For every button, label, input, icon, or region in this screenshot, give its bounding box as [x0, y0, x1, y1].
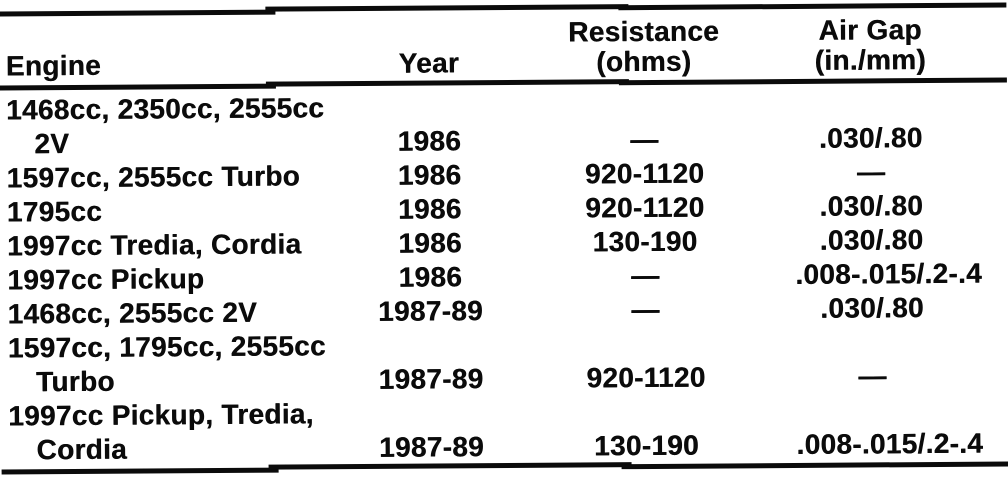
airgap-cell: .008-.015/.2-.4 [796, 427, 984, 460]
airgap-cell: — [858, 360, 887, 392]
table-header-row: Engine Year Resistance (ohms) Air Gap (i… [0, 4, 1007, 81]
table-row: 1468cc, 2350cc, 2555cc 2V 1986 — .030/.8… [0, 86, 1007, 161]
year-cell: 1987-89 [378, 431, 484, 463]
year-cell: 1986 [398, 261, 463, 293]
column-header-resistance-label: Resistance [568, 15, 720, 48]
resistance-cell: — [631, 293, 660, 326]
year-cell: 1987-89 [377, 295, 484, 327]
engine-line2: 2V [34, 128, 70, 160]
resistance-cell: 920-1120 [585, 191, 705, 224]
engine-line1: 1795cc [6, 195, 103, 228]
engine-cell: 1795cc [0, 193, 365, 230]
engine-line1: 1997cc Pickup [7, 263, 205, 296]
table-row: 1597cc, 1795cc, 2555cc Turbo 1987-89 920… [1, 324, 1008, 399]
column-header-airgap-label: Air Gap [818, 14, 922, 46]
table-row: 1997cc Pickup, Tredia, Cordia 1987-89 13… [1, 392, 1008, 467]
airgap-cell: .030/.80 [818, 122, 923, 154]
engine-cell: 1997cc Pickup [0, 261, 365, 298]
engine-line1: 1597cc, 1795cc, 2555cc [7, 330, 326, 364]
table-body: 1468cc, 2350cc, 2555cc 2V 1986 — .030/.8… [0, 86, 1008, 467]
airgap-cell: .030/.80 [820, 292, 924, 324]
engine-line2: Cordia [36, 433, 128, 466]
engine-cell: 1597cc, 1795cc, 2555cc Turbo [1, 329, 366, 400]
resistance-cell: 920-1120 [586, 361, 706, 394]
airgap-cell: — [856, 156, 886, 188]
engine-line1: 1468cc, 2350cc, 2555cc [5, 92, 325, 126]
resistance-cell: 920-1120 [584, 157, 705, 190]
engine-cell: 1468cc, 2350cc, 2555cc 2V [0, 91, 364, 162]
column-header-engine: Engine [5, 49, 102, 82]
engine-line1: 1997cc Pickup, Tredia, [8, 398, 314, 432]
column-header-resistance-unit: (ohms) [596, 45, 692, 78]
airgap-cell: .030/.80 [819, 224, 924, 256]
year-cell: 1986 [397, 125, 462, 157]
year-cell: 1986 [397, 159, 462, 191]
airgap-cell: .008-.015/.2-.4 [795, 257, 982, 290]
engine-cell: 1997cc Tredia, Cordia [0, 227, 365, 264]
engine-line1: 1997cc Tredia, Cordia [6, 228, 302, 262]
table-row: 1468cc, 2555cc 2V 1987-89 — .030/.80 [0, 290, 1008, 331]
column-header-year: Year [398, 47, 460, 79]
resistance-cell: 130-190 [593, 429, 699, 462]
column-header-airgap: Air Gap (in./mm) [793, 14, 1006, 76]
engine-cell: 1468cc, 2555cc 2V [0, 295, 365, 332]
engine-cell: 1597cc, 2555cc Turbo [0, 159, 365, 196]
engine-line1: 1597cc, 2555cc Turbo [6, 160, 301, 194]
engine-line1: 1468cc, 2555cc 2V [7, 296, 258, 330]
column-header-airgap-unit: (in./mm) [814, 44, 927, 76]
resistance-cell: — [630, 123, 659, 156]
engine-cell: 1997cc Pickup, Tredia, Cordia [1, 397, 366, 468]
year-cell: 1986 [398, 227, 462, 259]
resistance-cell: — [630, 259, 660, 292]
airgap-cell: .030/.80 [819, 190, 924, 222]
year-cell: 1986 [397, 193, 462, 225]
year-cell: 1987-89 [378, 363, 484, 395]
engine-line2: Turbo [35, 365, 115, 398]
column-header-resistance: Resistance (ohms) [493, 15, 793, 78]
resistance-cell: 130-190 [592, 225, 698, 258]
